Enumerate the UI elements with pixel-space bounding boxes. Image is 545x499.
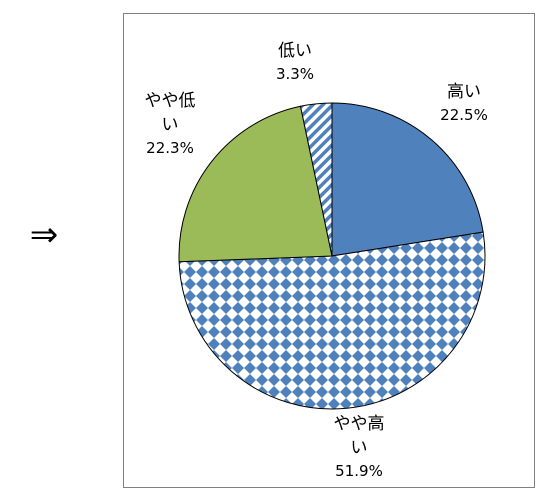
slice-label-high: 高い 22.5% [429, 80, 499, 126]
slice-label-high-value: 22.5% [440, 106, 488, 124]
slice-somewhat-low [178, 105, 333, 263]
pie-chart-svg [178, 102, 486, 410]
slice-label-low: 低い 3.3% [265, 39, 325, 85]
slice-low [299, 102, 333, 257]
slice-somewhat-high [178, 231, 486, 410]
pie-chart: 高い 22.5% やや高 い 51.9% やや低 い 22.3% 低い 3.3% [123, 13, 535, 488]
slice-label-somewhat-low: やや低 い 22.3% [125, 89, 215, 159]
slice-label-somewhat-high: やや高 い 51.9% [324, 412, 394, 482]
slice-label-high-name: 高い [447, 82, 481, 102]
slice-label-somewhat-low-value: 22.3% [146, 139, 194, 157]
slice-label-somewhat-low-name-1: やや低 [144, 91, 196, 111]
slice-high [331, 102, 484, 257]
slice-label-somewhat-high-name-2: い [350, 438, 368, 458]
slice-label-low-value: 3.3% [275, 65, 315, 83]
slice-label-low-name: 低い [278, 41, 312, 61]
slice-label-somewhat-high-value: 51.9% [335, 462, 383, 480]
slice-label-somewhat-low-name-2: い [161, 115, 179, 135]
slice-label-somewhat-high-name-1: やや高 [333, 414, 385, 434]
right-arrow-icon: ⇒ [29, 215, 59, 255]
